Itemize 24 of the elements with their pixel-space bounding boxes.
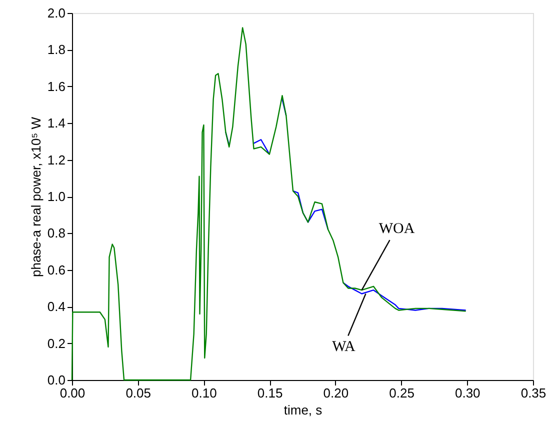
- x-tick-label: 0.25: [389, 386, 414, 400]
- y-tick-label: 0.0: [47, 372, 66, 388]
- y-tick-label: 1.6: [47, 78, 66, 94]
- line-series: [71, 27, 466, 381]
- x-tick-label: 0.35: [520, 386, 546, 400]
- annotation: WA: [332, 338, 356, 355]
- annotation: WOA: [378, 221, 415, 238]
- y-tick-label: 0.4: [47, 299, 66, 314]
- x-tick-label: 0.15: [257, 386, 283, 400]
- y-tick-label: 1.0: [47, 189, 66, 204]
- x-tick-label: 0.30: [454, 386, 480, 400]
- y-axis-title: phase-a real power, x10⁵ W: [28, 116, 44, 278]
- x-tick-label: 0.05: [126, 386, 152, 400]
- y-tick-label: 0.8: [47, 226, 66, 241]
- y-tick-label: 0.2: [47, 336, 66, 351]
- y-tick-label: 1.8: [47, 42, 66, 58]
- x-tick-label: 0.00: [60, 386, 86, 400]
- x-tick-label: 0.20: [323, 386, 349, 400]
- x-tick-label: 0.10: [192, 386, 217, 400]
- y-tick-label: 1.2: [47, 152, 66, 168]
- y-tick-label: 0.6: [47, 262, 66, 278]
- y-tick-label: 1.4: [47, 116, 66, 131]
- x-axis-title: time, s: [284, 402, 323, 418]
- y-tick-label: 2.0: [47, 6, 66, 20]
